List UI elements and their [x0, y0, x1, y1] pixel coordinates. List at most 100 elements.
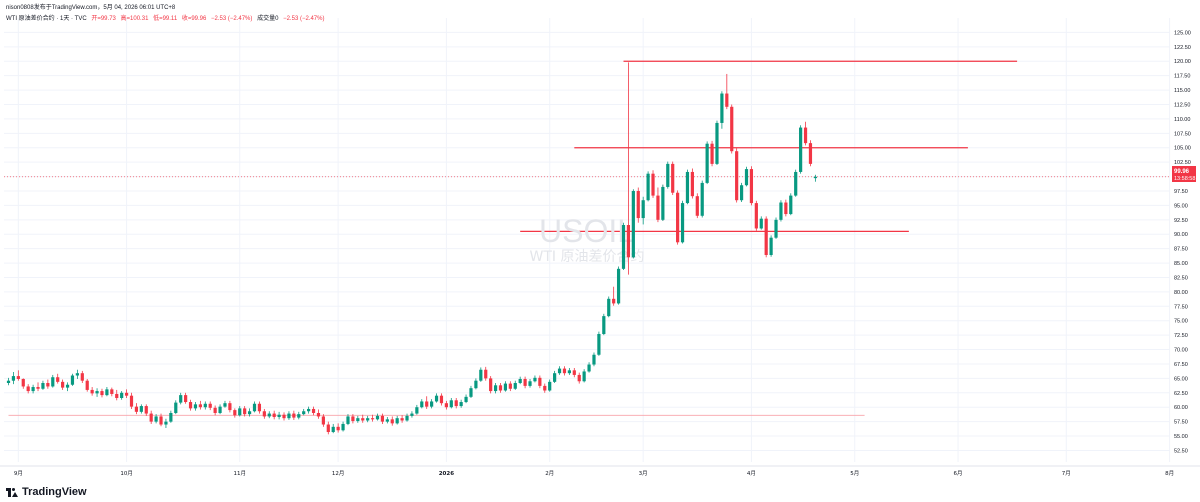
price-axis[interactable]: 125.00 122.50 120.00 117.50 115.00 112.50 110.…	[1174, 30, 1191, 454]
candle[interactable]	[370, 414, 375, 422]
candle[interactable]	[105, 387, 109, 397]
candle[interactable]	[508, 381, 512, 392]
candle[interactable]	[129, 392, 134, 409]
candle[interactable]	[725, 73, 729, 110]
candle[interactable]	[528, 378, 532, 388]
candle[interactable]	[464, 394, 468, 404]
candle[interactable]	[400, 415, 404, 423]
candle[interactable]	[759, 216, 763, 230]
candle[interactable]	[484, 366, 488, 381]
candle[interactable]	[538, 375, 542, 389]
candle[interactable]	[282, 412, 286, 421]
candle[interactable]	[11, 372, 16, 385]
candle[interactable]	[680, 200, 685, 244]
candle[interactable]	[710, 140, 714, 167]
candle[interactable]	[794, 169, 798, 197]
candle[interactable]	[720, 91, 724, 129]
candle[interactable]	[582, 369, 586, 383]
candle[interactable]	[769, 235, 773, 257]
candle[interactable]	[557, 366, 562, 375]
candle[interactable]	[626, 62, 631, 275]
candle[interactable]	[213, 405, 217, 416]
candle[interactable]	[144, 404, 148, 416]
candle[interactable]	[420, 399, 424, 409]
candle[interactable]	[110, 387, 114, 397]
candle[interactable]	[56, 373, 60, 384]
candle[interactable]	[188, 399, 193, 411]
candle[interactable]	[430, 399, 434, 409]
candle[interactable]	[80, 370, 84, 384]
candle[interactable]	[326, 421, 330, 435]
candle[interactable]	[789, 193, 793, 216]
candle[interactable]	[813, 174, 817, 182]
candle[interactable]	[218, 404, 222, 415]
candle[interactable]	[562, 366, 567, 376]
candle[interactable]	[169, 410, 173, 423]
candle[interactable]	[139, 404, 143, 414]
candle[interactable]	[61, 379, 65, 390]
candle[interactable]	[70, 373, 75, 386]
candle[interactable]	[739, 182, 744, 202]
candle[interactable]	[100, 388, 104, 398]
time-axis[interactable]: 9月 10月 11月 12月 2026 2月 3月 4月 5月 6月 7月 8月	[0, 465, 1200, 477]
candle[interactable]	[262, 408, 266, 419]
candle[interactable]	[307, 406, 311, 414]
candle[interactable]	[341, 421, 345, 432]
candle[interactable]	[252, 401, 257, 413]
candle[interactable]	[572, 368, 576, 378]
candle[interactable]	[548, 379, 552, 392]
candle[interactable]	[267, 411, 271, 419]
candle[interactable]	[553, 370, 557, 384]
candle[interactable]	[31, 384, 35, 394]
candle[interactable]	[336, 423, 340, 433]
candle[interactable]	[587, 362, 591, 373]
candle[interactable]	[700, 180, 704, 218]
candle[interactable]	[621, 222, 626, 270]
candle[interactable]	[498, 383, 503, 393]
candle[interactable]	[16, 370, 20, 381]
candle[interactable]	[46, 379, 50, 389]
symbol-description[interactable]: WTI 原油差价合约 · 1天 · TVC	[6, 16, 87, 22]
candle[interactable]	[690, 168, 694, 199]
candle[interactable]	[51, 374, 55, 388]
candle[interactable]	[808, 140, 813, 167]
candle[interactable]	[671, 161, 675, 196]
candle[interactable]	[444, 400, 448, 410]
candle[interactable]	[803, 121, 808, 146]
candle[interactable]	[233, 408, 237, 418]
candle[interactable]	[356, 415, 360, 423]
candle[interactable]	[567, 368, 571, 375]
candle[interactable]	[685, 169, 690, 205]
candle[interactable]	[331, 423, 335, 434]
candle[interactable]	[405, 413, 409, 422]
candle[interactable]	[164, 418, 168, 428]
candle[interactable]	[410, 411, 414, 418]
candle[interactable]	[749, 166, 754, 206]
candle[interactable]	[489, 376, 493, 394]
candle[interactable]	[302, 408, 306, 416]
candle[interactable]	[641, 196, 645, 225]
candle[interactable]	[715, 120, 719, 166]
candle[interactable]	[297, 411, 301, 420]
candle[interactable]	[26, 384, 30, 394]
candle[interactable]	[257, 401, 262, 414]
candle[interactable]	[449, 397, 453, 409]
candle[interactable]	[533, 375, 537, 383]
candle[interactable]	[425, 396, 429, 409]
candle[interactable]	[754, 200, 758, 231]
candle[interactable]	[666, 161, 670, 189]
candle[interactable]	[174, 400, 178, 415]
candle[interactable]	[124, 389, 129, 398]
candle[interactable]	[784, 199, 788, 217]
candle[interactable]	[65, 382, 70, 392]
candle[interactable]	[208, 401, 212, 411]
candle[interactable]	[577, 372, 581, 384]
candle[interactable]	[223, 400, 227, 408]
candle[interactable]	[366, 415, 370, 423]
candles[interactable]	[6, 62, 817, 435]
candle[interactable]	[311, 406, 316, 416]
candle[interactable]	[454, 397, 458, 409]
candle[interactable]	[238, 406, 242, 417]
candle[interactable]	[474, 378, 478, 390]
